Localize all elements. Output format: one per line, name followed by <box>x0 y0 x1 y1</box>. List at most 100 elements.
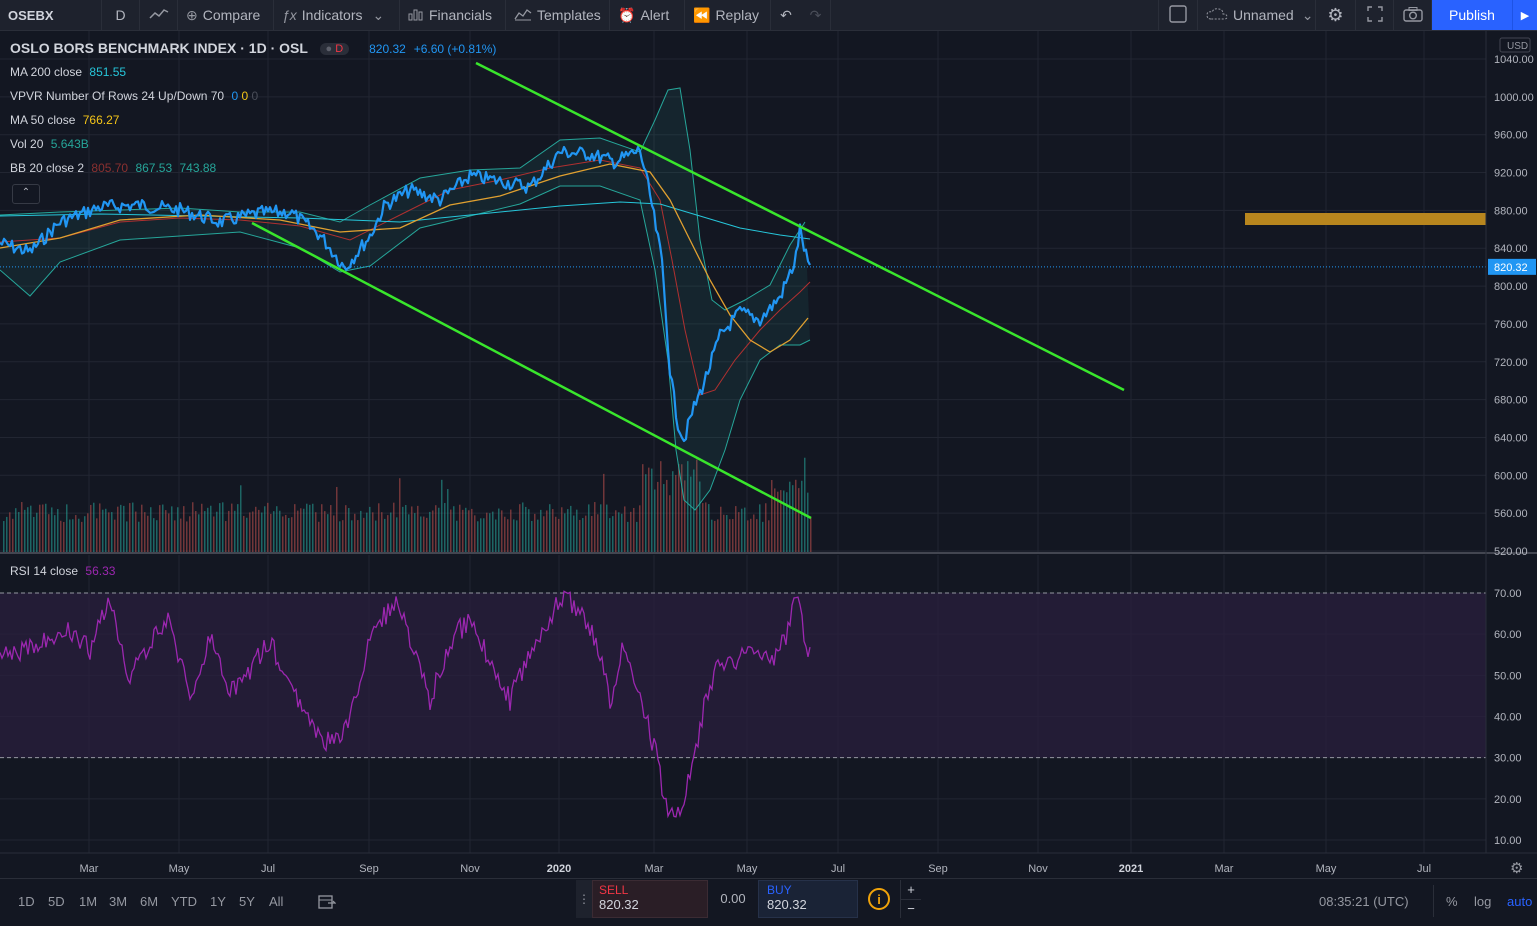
volume-bar <box>393 502 395 552</box>
legend-vpvr[interactable]: VPVR Number Of Rows 24 Up/Down 70 0 0 0 <box>10 89 258 103</box>
compare-button[interactable]: ⊕ Compare <box>178 0 274 30</box>
volume-bar <box>42 504 44 552</box>
trading-info-button[interactable]: i <box>858 880 900 918</box>
volume-bar <box>72 519 74 552</box>
fullscreen-button[interactable] <box>1356 0 1394 30</box>
currency-box <box>1499 37 1531 53</box>
rsi-label: RSI 14 close <box>10 564 79 578</box>
undo-button[interactable]: ↶ <box>771 0 801 30</box>
volume-bar <box>9 512 11 552</box>
volume-bar <box>57 509 59 552</box>
volume-bar <box>522 502 524 552</box>
lower-trendline <box>251 221 812 520</box>
ma200-label: MA 200 close <box>10 65 83 79</box>
settings-button[interactable]: ⚙ <box>1316 0 1356 30</box>
play-button[interactable]: ▶ <box>1512 0 1537 30</box>
time-tick-label: Mar <box>1215 863 1234 875</box>
legend-ma50[interactable]: MA 50 close 766.27 <box>10 113 119 127</box>
redo-button[interactable]: ↷ <box>801 0 831 30</box>
volume-bar <box>375 520 377 552</box>
volume-bar <box>252 511 254 552</box>
templates-button[interactable]: Templates <box>506 0 610 30</box>
sell-price: 820.32 <box>599 897 639 912</box>
sell-button[interactable]: SELL 820.32 <box>592 880 708 918</box>
volume-bar <box>534 513 536 552</box>
function-icon: ƒx <box>282 7 297 23</box>
interval-button[interactable]: D <box>102 0 140 30</box>
time-tick-label: Sep <box>359 863 379 875</box>
volume-bar <box>99 503 101 552</box>
auto-scale-toggle[interactable]: auto <box>1507 894 1533 909</box>
volume-bar <box>747 520 749 552</box>
minus-button[interactable]: − <box>901 898 921 919</box>
time-tick-label: Jul <box>1417 863 1431 875</box>
range-6m[interactable]: 6M <box>140 894 159 909</box>
volume-bar <box>510 509 512 552</box>
range-3m[interactable]: 3M <box>109 894 128 909</box>
play-icon: ▶ <box>1520 9 1530 22</box>
chart-canvas[interactable]: 1040.00 1000.00 960.00 920.00 880.00 840.00 80… <box>0 31 1537 878</box>
publish-button[interactable]: Publish <box>1432 0 1512 30</box>
range-5y[interactable]: 5Y <box>239 894 255 909</box>
range-1y[interactable]: 1Y <box>210 894 226 909</box>
legend-collapse-button[interactable]: ⌃ <box>12 184 40 204</box>
buy-button[interactable]: BUY 820.32 <box>758 880 858 918</box>
volume-bar <box>474 515 476 552</box>
range-1m[interactable]: 1M <box>79 894 98 909</box>
buy-label: BUY <box>767 883 792 897</box>
snapshot-button[interactable] <box>1394 0 1432 30</box>
chart-style-button[interactable] <box>140 0 178 30</box>
volume-bar <box>456 520 458 552</box>
volume-bar <box>438 507 440 552</box>
volume-bar <box>90 504 92 552</box>
volume-bar <box>729 519 731 552</box>
layout-name-button[interactable]: Unnamed ⌄ <box>1198 0 1316 30</box>
volume-bar <box>660 461 662 552</box>
legend-volume[interactable]: Vol 20 5.643B <box>10 137 89 151</box>
volume-bar <box>588 504 590 552</box>
volume-bar <box>636 521 638 552</box>
volume-bar <box>516 520 518 552</box>
clock-timezone[interactable]: 08:35:21 (UTC) <box>1319 894 1409 909</box>
volume-bar <box>294 504 296 552</box>
line-chart-icon <box>148 7 169 24</box>
range-all[interactable]: All <box>269 894 284 909</box>
volume-bar <box>579 519 581 552</box>
buy-price: 820.32 <box>767 897 807 912</box>
range-5d[interactable]: 5D <box>48 894 65 909</box>
plus-button[interactable]: + <box>907 881 915 897</box>
volume-bar <box>486 512 488 552</box>
legend-ma200[interactable]: MA 200 close 851.55 <box>10 65 126 79</box>
volume-bar <box>795 479 797 552</box>
volume-bar <box>333 515 335 552</box>
layout-select-button[interactable] <box>1158 0 1198 30</box>
volume-bar <box>318 521 320 552</box>
alert-button[interactable]: ⏰ Alert <box>610 0 685 30</box>
badge-label: D <box>335 43 344 56</box>
drag-handle[interactable]: ⋮ <box>576 880 592 918</box>
symbol-search[interactable]: OSEBX <box>0 0 102 30</box>
percent-toggle[interactable]: % <box>1446 894 1458 909</box>
replay-button[interactable]: ⏪ Replay <box>685 0 771 30</box>
range-ytd[interactable]: YTD <box>171 894 197 909</box>
time-tick-label: 2020 <box>547 863 571 875</box>
volume-bar <box>303 508 305 552</box>
log-toggle[interactable]: log <box>1474 894 1492 909</box>
rsi-tick-label: 40.00 <box>1494 712 1522 724</box>
indicators-button[interactable]: ƒx Indicators ⌄ <box>274 0 400 30</box>
financials-button[interactable]: Financials <box>400 0 506 30</box>
volume-bar <box>648 467 650 552</box>
volume-bar <box>306 503 308 552</box>
range-1d[interactable]: 1D <box>18 894 35 909</box>
volume-bar <box>126 521 128 552</box>
volume-bar <box>3 521 5 552</box>
price-tick-label: 800.00 <box>1494 281 1528 293</box>
date-range-button[interactable] <box>318 894 337 913</box>
volume-bar <box>759 504 761 552</box>
volume-bar <box>279 510 281 552</box>
legend-bb[interactable]: BB 20 close 2 805.70 867.53 743.88 <box>10 161 216 175</box>
volume-bar <box>528 509 530 552</box>
legend-rsi[interactable]: RSI 14 close 56.33 <box>10 564 115 578</box>
volume-bar <box>345 505 347 552</box>
divider <box>1433 885 1434 917</box>
